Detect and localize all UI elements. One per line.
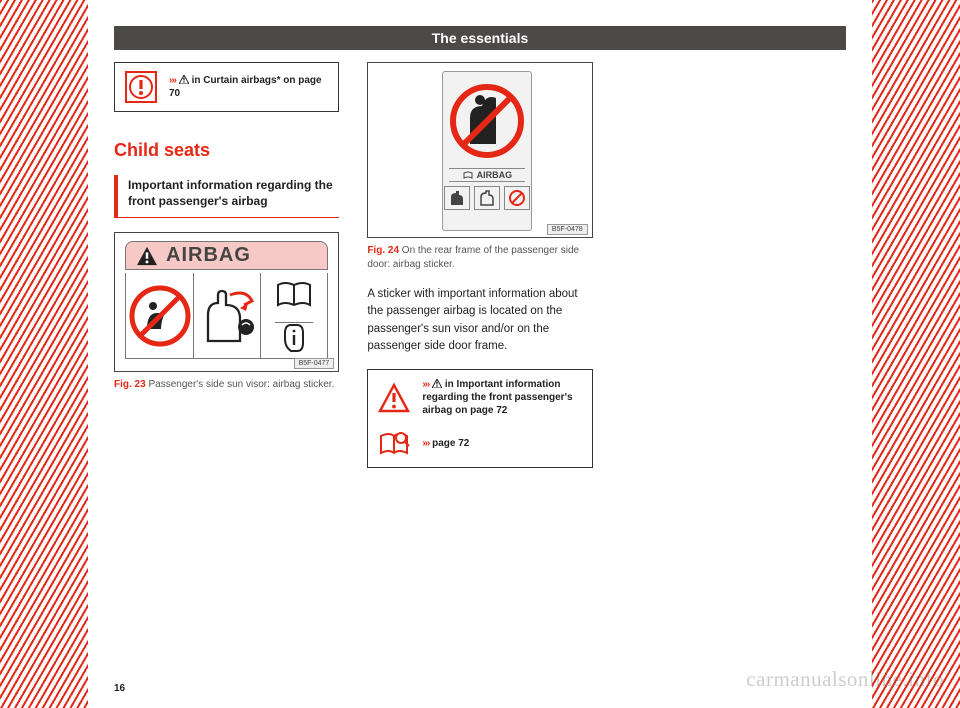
page-header: The essentials — [114, 26, 846, 50]
airbag-label: AIRBAG — [477, 170, 513, 180]
seat-icon — [193, 273, 260, 358]
cross-ref-box: ››› in Curtain airbags* on page 70 — [114, 62, 339, 112]
cross-ref-text: ››› in Curtain airbags* on page 70 — [169, 74, 328, 100]
figure-23: AIRBAG — [114, 232, 339, 392]
warning-icon — [125, 71, 157, 103]
page-header-title: The essentials — [432, 30, 529, 46]
cross-ref-box-double: ››› in Important information regarding t… — [367, 369, 592, 468]
book-icon — [275, 281, 313, 309]
figure-24-caption: Fig. 24 On the rear frame of the passeng… — [367, 244, 592, 272]
figure-caption-text: On the rear frame of the passenger side … — [367, 245, 579, 270]
figure-24: AIRBAG B5F-0478 Fig. 24 On the rear fram… — [367, 62, 592, 272]
cross-ref-label: in Important information regarding the f… — [422, 379, 572, 416]
column-3 — [621, 62, 846, 468]
section-heading: Child seats — [114, 140, 339, 161]
seat-mini-icon — [474, 186, 500, 210]
decorative-hatch-left — [0, 0, 88, 708]
paragraph: A sticker with important information abo… — [367, 286, 592, 355]
more-marker: ››› — [169, 75, 176, 86]
page-body: The essentials ››› in Curtain airbags* o… — [88, 0, 872, 708]
figure-caption-text: Passenger's side sun visor: airbag stick… — [146, 379, 335, 390]
figure-23-image: AIRBAG — [114, 232, 339, 372]
warning-icon — [378, 382, 410, 414]
page: The essentials ››› in Curtain airbags* o… — [0, 0, 960, 708]
prohibit-mini-icon — [504, 186, 530, 210]
seat-mini-icon — [444, 186, 470, 210]
cross-ref-label: in Curtain airbags* on page 70 — [169, 75, 322, 99]
more-marker: ››› — [422, 379, 429, 390]
prohibit-icon — [126, 273, 193, 358]
cross-ref-text: ››› in Important information regarding t… — [422, 378, 581, 417]
prohibit-icon — [450, 78, 524, 164]
figure-code: B5F-0477 — [294, 358, 335, 369]
cross-ref-label: page 72 — [429, 438, 469, 449]
columns: ››› in Curtain airbags* on page 70 Child… — [114, 62, 846, 468]
figure-code: B5F-0478 — [547, 224, 588, 235]
figure-23-caption: Fig. 23 Passenger's side sun visor: airb… — [114, 378, 339, 392]
book-search-icon — [378, 427, 410, 459]
subsection-heading: Important information regarding the fron… — [114, 175, 339, 218]
hand-icon — [275, 322, 313, 353]
figure-number: Fig. 23 — [114, 379, 146, 390]
figure-number: Fig. 24 — [367, 245, 399, 256]
column-1: ››› in Curtain airbags* on page 70 Child… — [114, 62, 339, 468]
figure-24-image: AIRBAG B5F-0478 — [367, 62, 592, 238]
page-number: 16 — [114, 683, 125, 694]
decorative-hatch-right — [872, 0, 960, 708]
cross-ref-text: ››› page 72 — [422, 437, 469, 450]
column-2: AIRBAG B5F-0478 Fig. 24 On the rear fram… — [367, 62, 592, 468]
airbag-label: AIRBAG — [166, 244, 251, 267]
